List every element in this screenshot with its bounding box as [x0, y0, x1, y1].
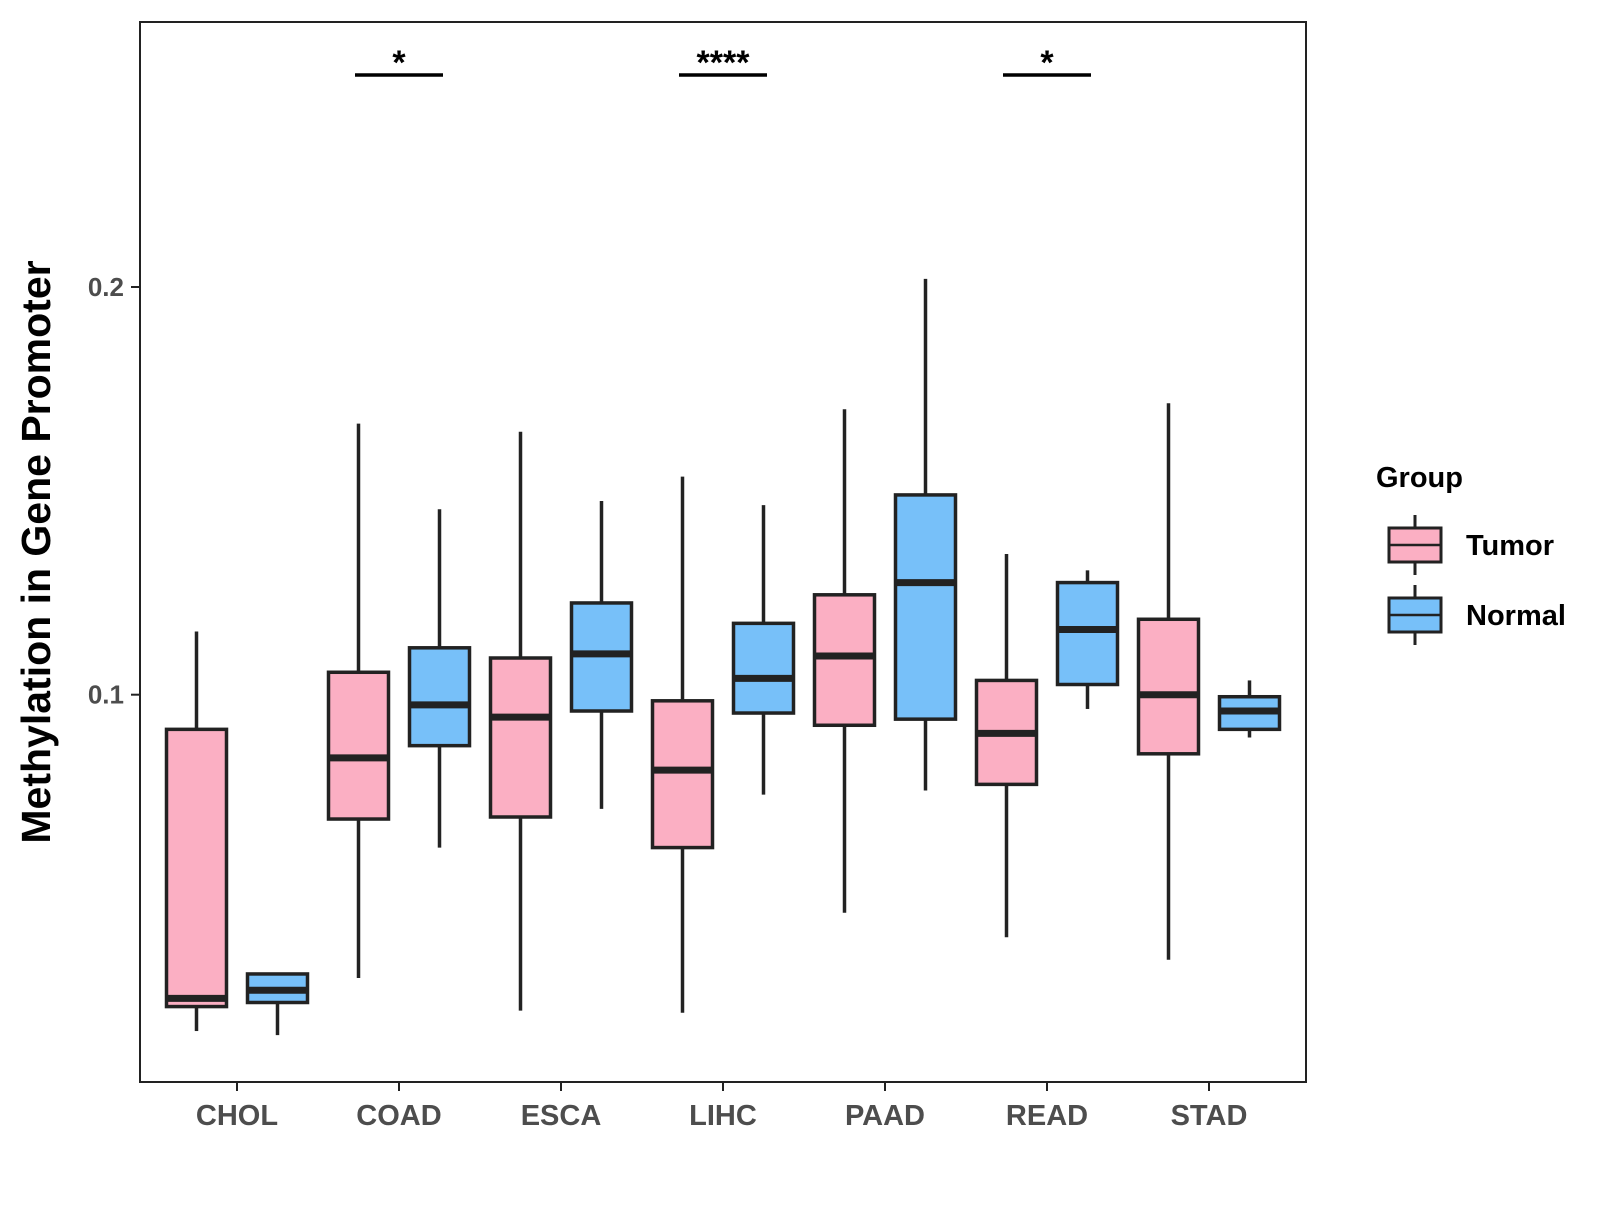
normal-paad-box: [893, 493, 958, 721]
x-tick-label-paad: PAAD: [845, 1100, 925, 1132]
normal-read-box: [1055, 580, 1120, 687]
tumor-chol-box: [164, 727, 229, 1009]
significance-annotations: * **** *: [355, 44, 1091, 82]
tumor-coad-box: [326, 670, 391, 821]
normal-coad-box: [407, 646, 472, 748]
legend-tumor-label: Tumor: [1466, 530, 1554, 562]
significance-label-coad: *: [392, 44, 406, 82]
legend-normal-label: Normal: [1466, 600, 1566, 632]
box-marks-layer: [164, 278, 1282, 1036]
x-tick-label-coad: COAD: [356, 1100, 441, 1132]
tumor-paad-box: [812, 593, 877, 728]
normal-lihc-box: [731, 621, 796, 715]
tumor-lihc-box: [650, 699, 715, 850]
legend-title: Group: [1376, 462, 1463, 494]
significance-label-read: *: [1040, 44, 1054, 82]
legend: Group Tumor Normal: [1376, 462, 1566, 645]
tumor-esca-box: [488, 656, 553, 819]
axes-layer: 0.1 0.2 CHOL COAD ESCA LIHC PAAD READ STAD: [88, 272, 1248, 1132]
significance-label-lihc: ****: [697, 44, 751, 82]
tumor-stad-box: [1136, 617, 1201, 756]
x-tick-label-stad: STAD: [1171, 1100, 1248, 1132]
x-tick-label-chol: CHOL: [196, 1100, 278, 1132]
series-normal: [245, 278, 1282, 1036]
y-tick-label-0-2: 0.2: [88, 272, 124, 302]
x-tick-label-read: READ: [1006, 1100, 1088, 1132]
x-tick-label-esca: ESCA: [521, 1100, 602, 1132]
y-tick-label-0-1: 0.1: [88, 680, 124, 710]
series-tumor: [164, 403, 1201, 1032]
x-tick-label-lihc: LIHC: [689, 1100, 757, 1132]
y-axis-label: Methylation in Gene Promoter: [13, 260, 59, 843]
